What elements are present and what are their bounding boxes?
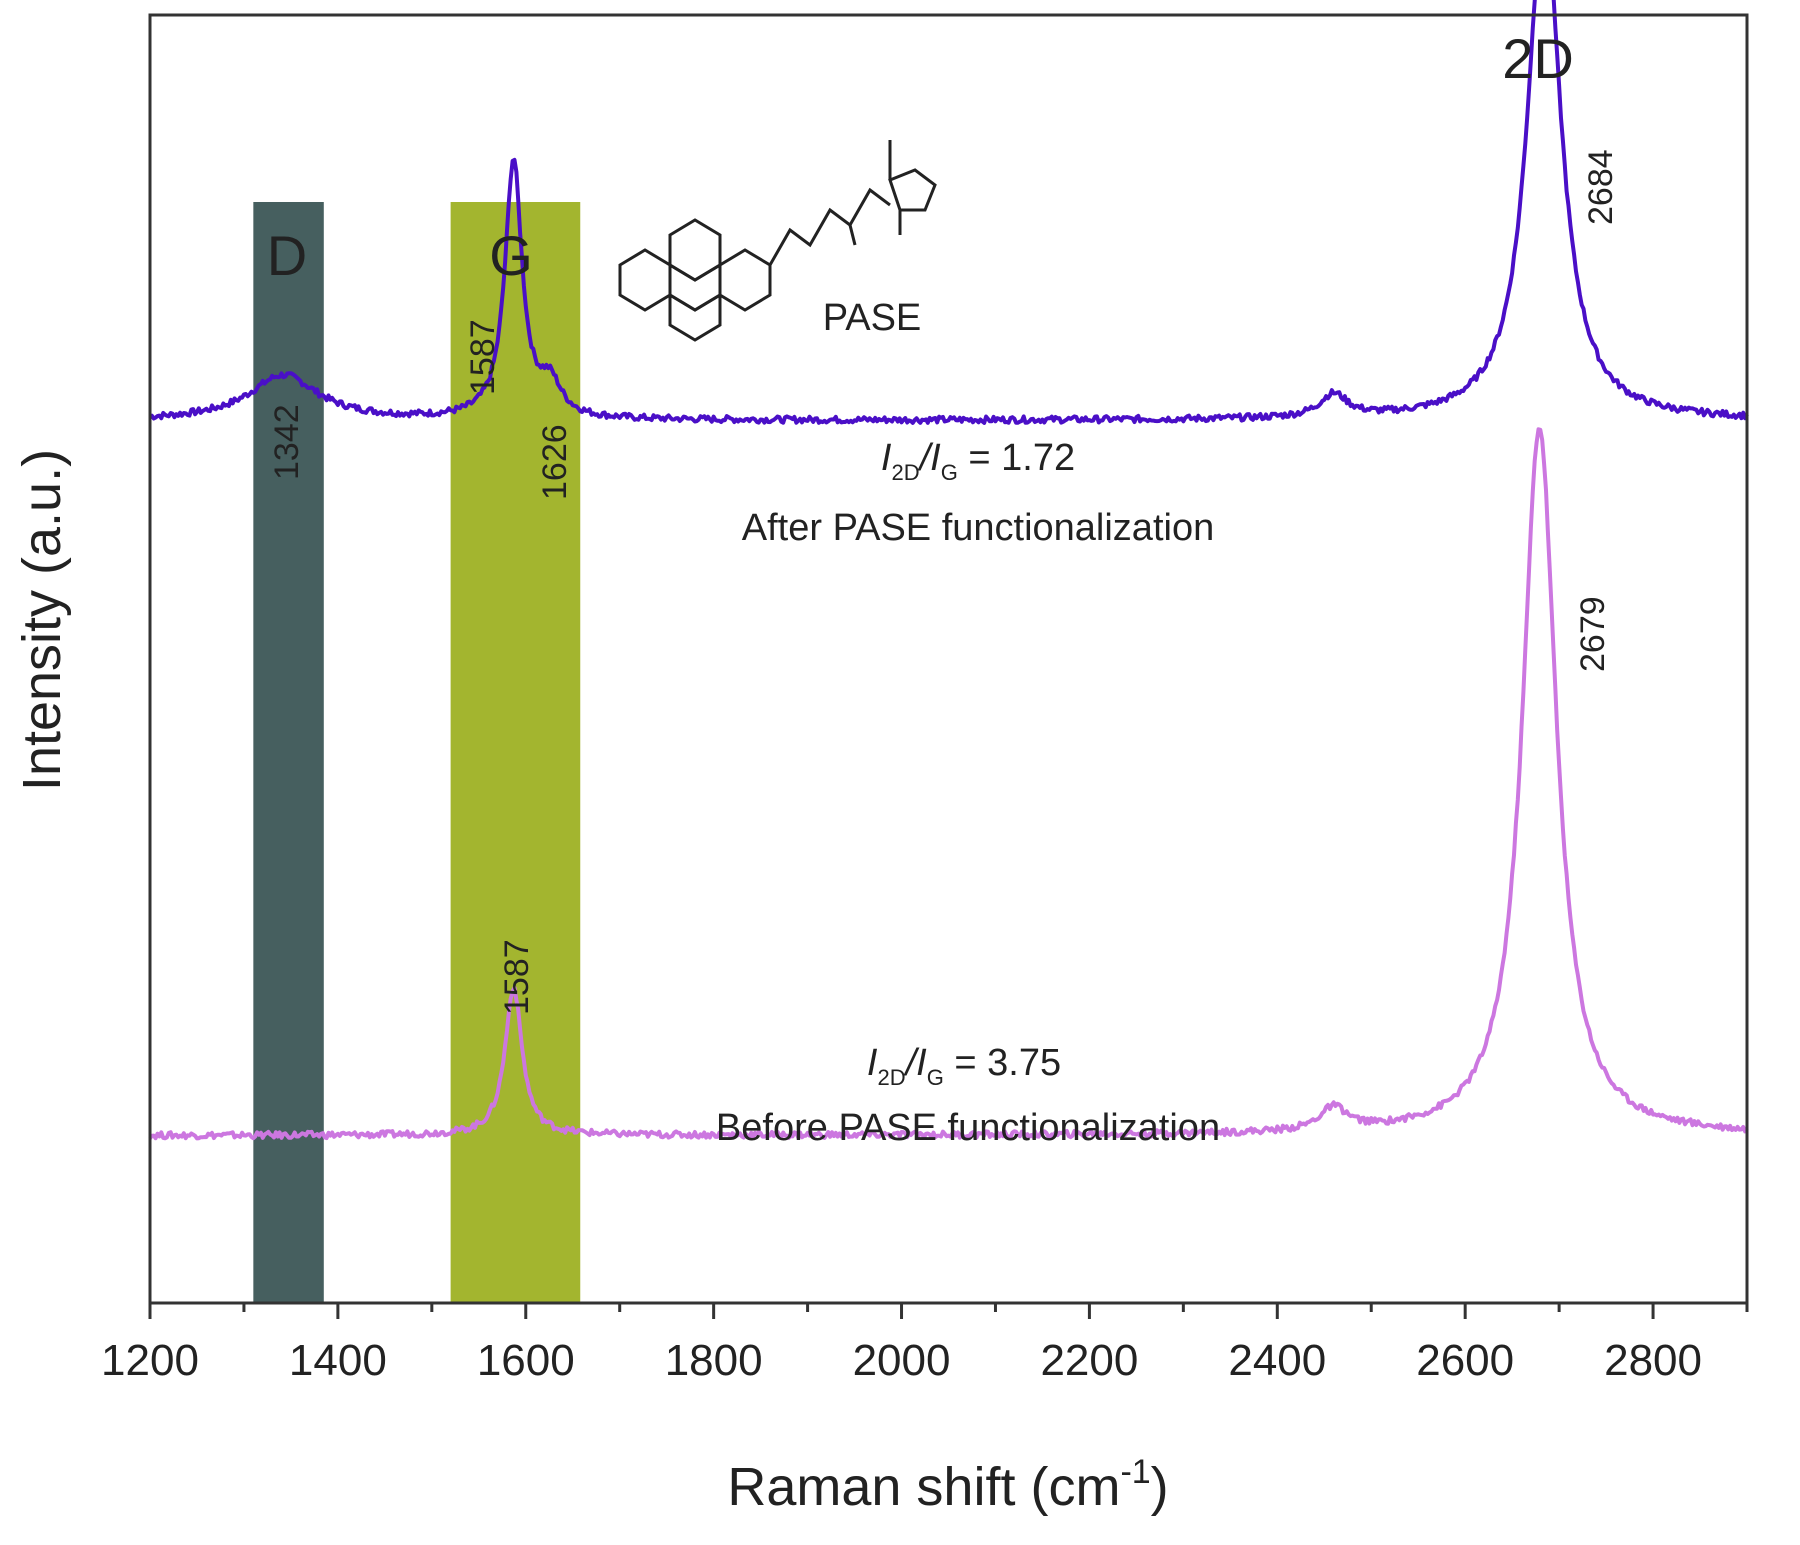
x-axis-title-close: ) bbox=[1151, 1457, 1169, 1517]
ratio-after-mid: /I bbox=[917, 437, 942, 479]
ratio-before: I2D/IG = 3.75 bbox=[867, 1042, 1061, 1090]
peak-label-1626: 1626 bbox=[536, 424, 574, 500]
ratio-before-i: I bbox=[867, 1042, 878, 1084]
band-label-g: G bbox=[489, 224, 533, 287]
pase-molecule-icon bbox=[618, 140, 937, 342]
y-axis-title: Intensity (a.u.) bbox=[12, 449, 72, 791]
pase-molecule-label: PASE bbox=[823, 297, 922, 339]
ratio-after: I2D/IG = 1.72 bbox=[881, 437, 1075, 485]
ratio-before-sub2: G bbox=[927, 1065, 944, 1090]
ratio-after-sub1: 2D bbox=[891, 460, 919, 485]
band-label-d: D bbox=[267, 224, 307, 287]
band-label-2d: 2D bbox=[1502, 27, 1574, 90]
series-label-after: After PASE functionalization bbox=[742, 507, 1214, 549]
ratio-after-value: = 1.72 bbox=[958, 437, 1075, 479]
ratio-before-sub1: 2D bbox=[877, 1065, 905, 1090]
ratio-after-sub2: G bbox=[941, 460, 958, 485]
peak-label-2679: 2679 bbox=[1574, 596, 1612, 672]
x-tick-label: 1400 bbox=[289, 1336, 387, 1385]
x-axis-title-main: Raman shift (cm bbox=[727, 1457, 1120, 1517]
series-line-after bbox=[149, 0, 1749, 425]
peak-label-2684: 2684 bbox=[1582, 149, 1620, 225]
x-ticks bbox=[148, 1303, 1749, 1319]
x-tick-label: 1200 bbox=[101, 1336, 199, 1385]
x-tick-label: 2000 bbox=[853, 1336, 951, 1385]
series-label-before: Before PASE functionalization bbox=[716, 1107, 1220, 1149]
x-axis-title-sup: -1 bbox=[1120, 1453, 1150, 1491]
series-line-before bbox=[148, 427, 1749, 1141]
plot-frame bbox=[148, 13, 1749, 1305]
ratio-before-value: = 3.75 bbox=[944, 1042, 1061, 1084]
peak-label-1342: 1342 bbox=[268, 404, 306, 480]
ratio-after-i: I bbox=[881, 437, 892, 479]
x-tick-label: 2400 bbox=[1228, 1336, 1326, 1385]
x-tick-label: 2600 bbox=[1416, 1336, 1514, 1385]
peak-label-1587-after: 1587 bbox=[464, 319, 502, 395]
x-tick-label: 1600 bbox=[477, 1336, 575, 1385]
peak-label-1587-before: 1587 bbox=[498, 939, 536, 1015]
x-tick-labels: 1200 1400 1600 1800 2000 2200 2400 2600 2800 bbox=[101, 1336, 1702, 1385]
ratio-before-mid: /I bbox=[903, 1042, 928, 1084]
x-tick-label: 1800 bbox=[665, 1336, 763, 1385]
x-tick-label: 2200 bbox=[1040, 1336, 1138, 1385]
x-tick-label: 2800 bbox=[1604, 1336, 1702, 1385]
series-layer bbox=[148, 0, 1749, 1141]
x-axis-title: Raman shift (cm-1) bbox=[727, 1453, 1168, 1517]
